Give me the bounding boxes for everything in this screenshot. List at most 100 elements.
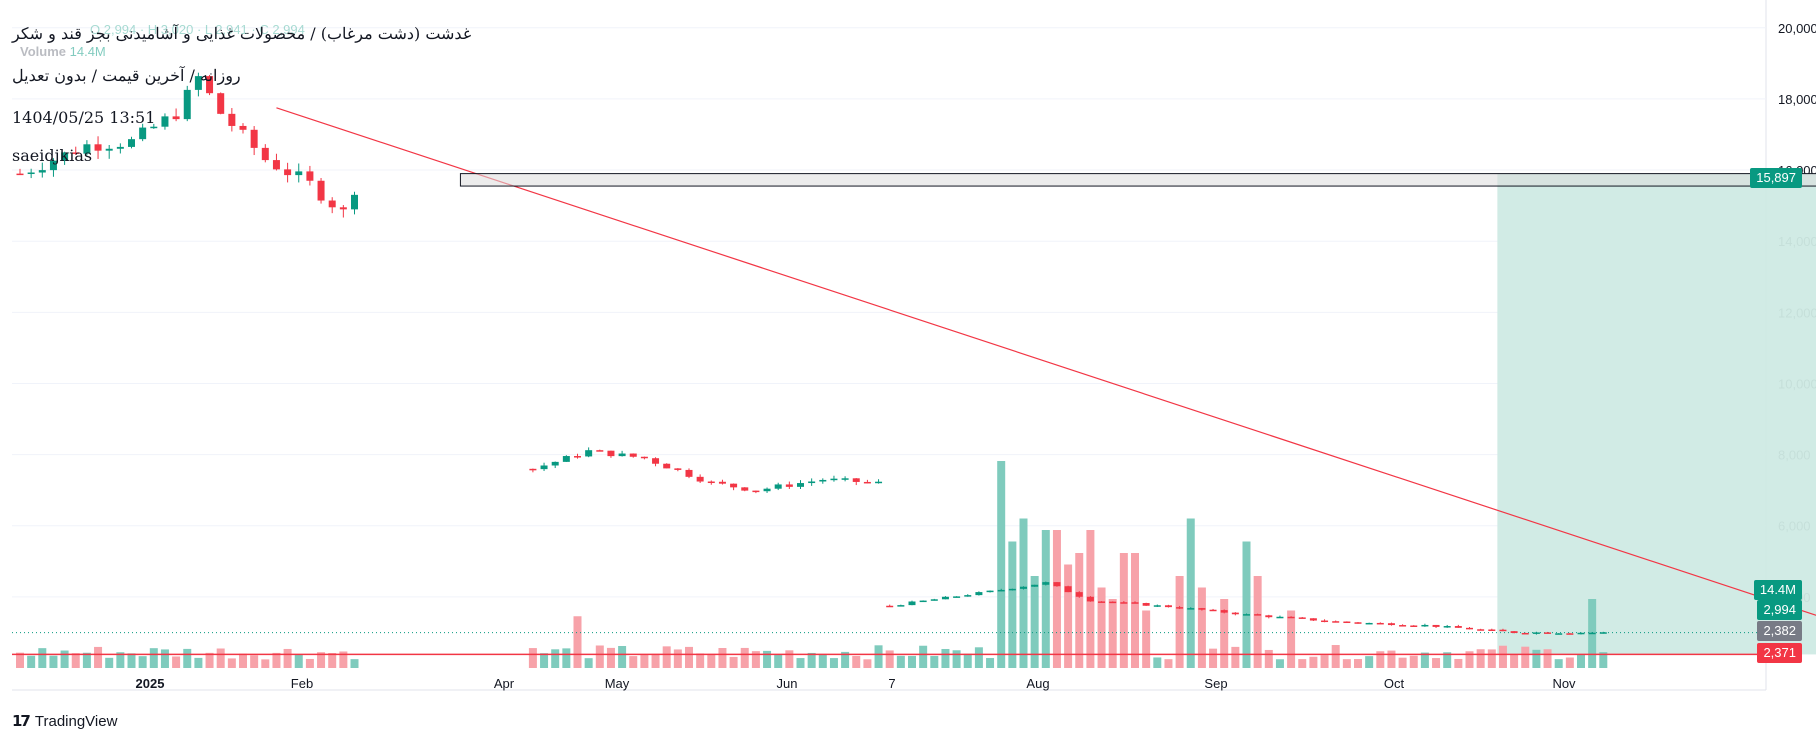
interval-line: روزانه / آخرین قیمت / بدون تعدیل xyxy=(12,66,241,85)
candle-body xyxy=(1287,616,1295,619)
candle-body xyxy=(574,456,581,458)
volume-bar xyxy=(339,651,348,668)
candle-body xyxy=(49,160,57,171)
last-price-tag: 2,994 xyxy=(1757,600,1802,620)
volume-bar xyxy=(986,658,995,668)
candle-body xyxy=(1064,586,1072,593)
candle-body xyxy=(1131,602,1139,604)
candle-body xyxy=(997,589,1005,592)
volume-bar xyxy=(1186,518,1195,668)
x-tick-label: 7 xyxy=(888,676,895,691)
candle-body xyxy=(852,478,860,482)
volume-bar xyxy=(974,647,983,668)
candle-body xyxy=(1209,609,1217,612)
candle-body xyxy=(1298,617,1306,619)
candle-body xyxy=(540,465,548,470)
volume-bar xyxy=(183,648,192,668)
candle-body xyxy=(1477,629,1485,631)
volume-bar xyxy=(1454,658,1463,668)
candle-body xyxy=(1488,629,1496,631)
candle-body xyxy=(652,458,660,464)
volume-bar xyxy=(640,655,649,668)
candle-body xyxy=(1443,626,1451,628)
volume-bar xyxy=(1097,587,1106,668)
volume-bar xyxy=(1331,645,1340,668)
volume-bar xyxy=(1498,645,1507,668)
volume-bar xyxy=(1476,649,1485,668)
candle-body xyxy=(785,484,793,487)
volume-bar xyxy=(94,646,103,668)
candle-body xyxy=(1098,601,1106,603)
volume-bar xyxy=(562,648,571,668)
candle-body xyxy=(1220,610,1228,613)
candle-body xyxy=(841,478,849,480)
candle-body xyxy=(1588,632,1596,635)
candle-body xyxy=(1031,584,1039,587)
volume-bar xyxy=(551,649,560,668)
candle-body xyxy=(1343,621,1351,624)
candle-body xyxy=(1332,621,1340,623)
volume-bar xyxy=(662,646,671,668)
candle-body xyxy=(1042,582,1050,585)
volume-legend: Volume 14.4M xyxy=(20,44,106,59)
candle-body xyxy=(284,169,292,176)
volume-bar xyxy=(896,655,905,668)
candle-body xyxy=(941,596,949,600)
volume-bar xyxy=(919,645,928,668)
volume-bar xyxy=(27,655,36,668)
volume-bar xyxy=(1398,657,1407,668)
candle-body xyxy=(1231,612,1239,615)
volume-bar xyxy=(1287,610,1296,668)
candle-body xyxy=(551,461,559,466)
x-tick-label: Sep xyxy=(1204,676,1227,691)
volume-bar xyxy=(863,659,872,668)
candle-body xyxy=(1276,616,1284,619)
volume-bar xyxy=(138,656,147,668)
candle-body xyxy=(1399,625,1407,627)
candle-body xyxy=(161,116,169,127)
volume-bar xyxy=(261,659,270,668)
candle-body xyxy=(183,89,191,120)
volume-bar xyxy=(1443,652,1452,668)
candle-body xyxy=(819,479,827,482)
volume-bar xyxy=(818,653,827,668)
volume-bar xyxy=(283,648,292,668)
candle-body xyxy=(863,481,871,484)
volume-bar xyxy=(1320,655,1329,668)
candle-body xyxy=(696,476,704,482)
candle-body xyxy=(953,596,961,598)
tradingview-brand[interactable]: 𝟭𝟳 TradingView xyxy=(12,712,117,731)
candle-body xyxy=(1532,632,1540,634)
candle-body xyxy=(875,481,883,484)
volume-bar xyxy=(796,658,805,668)
timestamp: 1404/05/25 13:51 xyxy=(12,108,156,127)
candle-body xyxy=(1466,627,1473,630)
candle-body xyxy=(150,126,158,129)
volume-bar xyxy=(874,645,883,668)
volume-bar xyxy=(1209,648,1218,668)
volume-bar xyxy=(751,651,760,668)
volume-bar xyxy=(105,657,114,668)
candle-body xyxy=(585,450,593,457)
volume-bar xyxy=(82,652,91,668)
volume-bar xyxy=(696,653,705,668)
candle-body xyxy=(1153,605,1161,607)
candle-body xyxy=(339,207,347,210)
candle-body xyxy=(1566,633,1574,635)
volume-bar xyxy=(1510,655,1519,668)
volume-bar xyxy=(1220,599,1229,668)
candle-body xyxy=(228,113,236,126)
y-tick-label: 18,000 xyxy=(1778,92,1816,107)
candle-body xyxy=(797,483,804,487)
x-tick-label: 2025 xyxy=(136,676,165,691)
volume-bar xyxy=(718,648,727,668)
candle-body xyxy=(217,93,225,114)
volume-bar xyxy=(172,656,181,668)
candle-body xyxy=(128,139,135,147)
volume-bar xyxy=(1532,649,1541,668)
symbol-title: غدشت (دشت مرغاب) / محصولات غذایی و آشامی… xyxy=(12,24,472,43)
candle-body xyxy=(718,481,726,484)
candle-body xyxy=(16,173,24,176)
trend-line xyxy=(276,107,1816,616)
